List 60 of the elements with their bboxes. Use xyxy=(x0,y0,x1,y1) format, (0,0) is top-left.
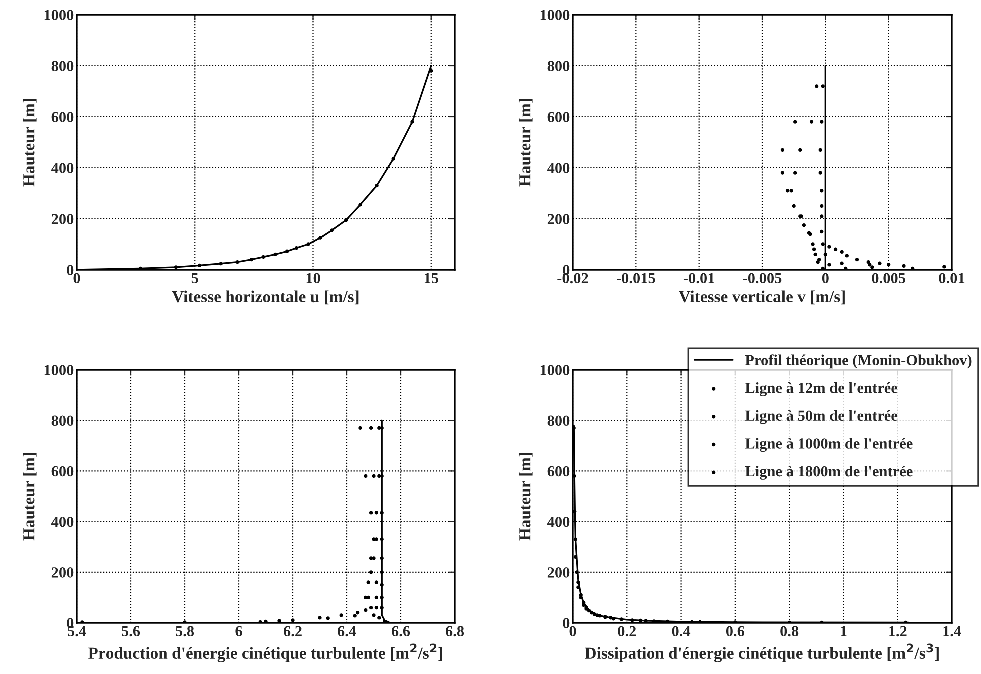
x-tick-label: 1 xyxy=(841,626,847,636)
x-tick-label: -0.01 xyxy=(684,273,714,284)
y-axis-title: Hauteur [m] xyxy=(518,99,533,187)
y-tick-label: 600 xyxy=(548,466,570,477)
x-tick-label: 6 xyxy=(236,626,242,637)
x-tick-label: 0.01 xyxy=(939,273,965,284)
y-tick-label: 400 xyxy=(52,516,74,528)
y-tick-label: 800 xyxy=(52,61,74,72)
y-tick-label: 600 xyxy=(548,112,570,122)
x-tick-label: 0.8 xyxy=(780,626,799,637)
x-tick-label: 5 xyxy=(192,273,198,284)
y-tick-label: 0 xyxy=(563,618,570,628)
y-axis-title: Hauteur [m] xyxy=(22,99,37,187)
x-tick-label: 0.2 xyxy=(618,626,636,637)
x-tick-label: -0.005 xyxy=(743,273,782,284)
y-tick-label: 200 xyxy=(52,214,74,224)
x-tick-label: 15 xyxy=(424,273,438,284)
y-tick-label: 800 xyxy=(548,416,570,426)
x-tick-label: 5.4 xyxy=(68,626,86,637)
x-tick-label: 0.005 xyxy=(872,273,906,284)
y-tick-label: 1000 xyxy=(540,365,570,376)
y-tick-label: 400 xyxy=(548,516,570,528)
y-tick-label: 800 xyxy=(52,416,74,426)
x-tick-label: 5.6 xyxy=(122,626,140,637)
x-tick-label: 6.2 xyxy=(284,626,302,637)
y-tick-label: 200 xyxy=(548,214,570,224)
y-tick-label: 200 xyxy=(52,568,74,578)
x-tick-label: 10 xyxy=(306,273,320,284)
x-axis-title: Production d'énergie cinétique turbulente [m$^{2}$/s$^{2}$] xyxy=(88,644,442,663)
x-tick-label: 0.6 xyxy=(726,626,745,637)
x-axis-title: Dissipation d'énergie cinétique turbulente [m$^{2}$/s$^{3}$] xyxy=(585,644,939,663)
legend-label: Ligne à 1000m de l'entrée xyxy=(745,438,913,452)
x-axis-title: Vitesse horizontale u [m/s] xyxy=(172,290,359,305)
legend-label: Ligne à 1800m de l'entrée xyxy=(745,466,913,480)
legend-label: Ligne à 12m de l'entrée xyxy=(745,382,898,396)
y-axis-title: Hauteur [m] xyxy=(22,453,37,541)
y-tick-label: 600 xyxy=(52,466,74,477)
y-tick-label: 1000 xyxy=(540,10,570,20)
x-tick-label: -0.015 xyxy=(616,273,656,284)
x-axis-title: Vitesse verticale v [m/s] xyxy=(679,290,845,305)
y-tick-label: 400 xyxy=(548,163,570,174)
y-tick-label: 1000 xyxy=(44,10,74,20)
x-tick-label: 0.4 xyxy=(672,626,691,637)
x-tick-label: 5.8 xyxy=(176,626,194,637)
x-tick-label: 6.8 xyxy=(446,626,464,637)
y-tick-label: 200 xyxy=(548,568,570,578)
legend-label: Ligne à 50m de l'entrée xyxy=(745,410,898,424)
x-tick-label: -0.02 xyxy=(558,273,588,284)
x-tick-label: 0 xyxy=(822,273,829,284)
y-tick-label: 1000 xyxy=(44,365,74,376)
y-tick-label: 600 xyxy=(52,112,74,122)
y-tick-label: 800 xyxy=(548,61,570,72)
x-tick-label: 1.2 xyxy=(890,626,907,637)
y-tick-label: 0 xyxy=(67,265,74,276)
x-tick-label: 6.4 xyxy=(338,626,356,637)
x-tick-label: 1.4 xyxy=(944,626,962,637)
x-tick-label: 6.6 xyxy=(392,626,410,637)
legend-label: Profil théorique (Monin-Obukhov) xyxy=(745,354,972,369)
y-tick-label: 400 xyxy=(52,163,74,174)
y-axis-title: Hauteur [m] xyxy=(518,453,533,541)
